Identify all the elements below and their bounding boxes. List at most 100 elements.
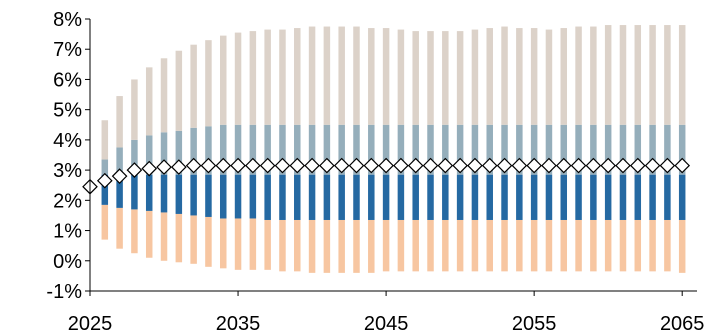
band-bar-lower-inner (382, 174, 390, 220)
band-bar-lower-inner (353, 174, 360, 220)
median-marker (585, 157, 602, 174)
band-bar-lower-inner (590, 174, 597, 220)
band-bar-upper-inner (471, 124, 479, 175)
y-tick-label: 1% (53, 221, 82, 243)
band-bar-lower-inner (308, 174, 316, 220)
band-bar-upper-inner (353, 124, 360, 175)
band-bar-upper-inner (590, 124, 597, 175)
band-bar-lower-inner (412, 174, 419, 220)
band-bar-lower-inner (249, 174, 257, 219)
band-bar-upper-outer (456, 31, 464, 125)
median-marker (555, 157, 572, 174)
band-bar-upper-outer (190, 44, 197, 128)
band-bar-upper-inner (294, 124, 301, 175)
median-marker (170, 159, 187, 175)
band-bar-upper-inner (427, 124, 434, 175)
band-bar-lower-inner (131, 174, 138, 210)
band-bar-upper-inner (634, 124, 642, 175)
band-bar-upper-inner (116, 147, 123, 175)
x-ticks-group: 2025 2035 2045 2055 2065 (68, 291, 705, 331)
median-marker (289, 157, 306, 174)
y-tick-label: 7% (53, 39, 82, 61)
band-bar-upper-outer (101, 120, 109, 160)
band-bar-lower-inner (678, 174, 686, 220)
y-tick-label: 2% (53, 190, 82, 212)
band-bar-lower-outer (471, 219, 479, 272)
band-bar-lower-outer (427, 219, 434, 272)
band-bar-lower-outer (545, 219, 553, 272)
band-bar-lower-inner (427, 174, 434, 220)
band-bar-lower-inner (101, 174, 109, 205)
median-marker (437, 157, 454, 174)
band-bar-upper-inner (664, 124, 671, 175)
y-tick-label: 5% (53, 100, 82, 122)
band-bar-upper-outer (294, 28, 301, 125)
median-marker (570, 157, 587, 174)
band-bar-upper-inner (234, 124, 242, 175)
band-bar-upper-outer (678, 25, 686, 125)
band-bar-upper-outer (338, 26, 345, 125)
y-tick-label: 0% (53, 251, 82, 273)
band-bar-upper-outer (545, 29, 553, 125)
band-bar-lower-outer (353, 219, 360, 273)
x-tick-label: 2045 (364, 313, 409, 331)
median-marker (615, 157, 631, 174)
band-bar-upper-outer (234, 32, 242, 125)
band-bar-upper-inner (338, 124, 345, 175)
band-bar-lower-outer (560, 219, 568, 272)
band-bar-upper-inner (382, 124, 390, 175)
band-bar-upper-outer (634, 25, 642, 125)
median-marker (141, 160, 158, 177)
band-bar-upper-inner (145, 135, 153, 175)
band-bar-upper-inner (530, 124, 538, 175)
band-bar-lower-outer (649, 219, 656, 272)
band-bar-upper-inner (560, 124, 568, 175)
band-bar-lower-outer (604, 219, 612, 272)
band-bar-lower-outer (101, 204, 109, 240)
band-bar-upper-inner (264, 124, 271, 175)
band-bar-lower-inner (471, 174, 479, 220)
band-bar-upper-outer (501, 26, 508, 125)
band-bar-lower-outer (501, 219, 508, 272)
band-bar-lower-outer (619, 219, 627, 272)
band-bar-upper-inner (649, 124, 656, 175)
band-bar-upper-inner (160, 132, 168, 175)
band-bar-lower-inner (294, 174, 301, 220)
band-bar-upper-outer (353, 26, 360, 125)
band-bar-lower-outer (279, 219, 286, 272)
band-bar-upper-inner (412, 124, 419, 175)
band-bar-lower-inner (323, 174, 331, 220)
band-bar-lower-inner (219, 174, 227, 219)
band-bar-lower-inner (634, 174, 642, 220)
band-bar-upper-inner (575, 124, 582, 175)
band-bar-upper-inner (604, 124, 612, 175)
x-tick-label: 2065 (660, 313, 705, 331)
band-bar-upper-inner (249, 124, 257, 175)
band-bar-lower-outer (160, 212, 168, 261)
band-bar-upper-inner (368, 124, 375, 175)
band-bar-upper-inner (678, 124, 686, 175)
median-marker (200, 157, 217, 174)
x-tick-label: 2025 (68, 313, 113, 331)
band-bar-upper-inner (397, 124, 405, 175)
band-bar-upper-outer (604, 25, 612, 125)
band-bar-upper-inner (190, 127, 197, 175)
y-tick-label: 8% (53, 9, 82, 31)
band-bar-lower-outer (382, 219, 390, 272)
band-bar-lower-outer (323, 219, 331, 273)
median-marker (126, 162, 143, 178)
median-marker (629, 157, 646, 174)
band-bar-upper-outer (590, 26, 597, 125)
median-marker (274, 157, 291, 174)
band-bars-group (101, 25, 686, 273)
median-marker (111, 168, 128, 185)
y-tick-label: 3% (53, 160, 82, 182)
band-bar-lower-inner (545, 174, 553, 220)
median-marker (319, 157, 335, 174)
band-bar-lower-inner (338, 174, 345, 220)
median-marker (526, 157, 542, 174)
median-marker (511, 157, 528, 174)
band-bar-upper-outer (516, 28, 523, 125)
y-tick-label: -1% (46, 281, 82, 303)
median-marker (333, 157, 350, 174)
